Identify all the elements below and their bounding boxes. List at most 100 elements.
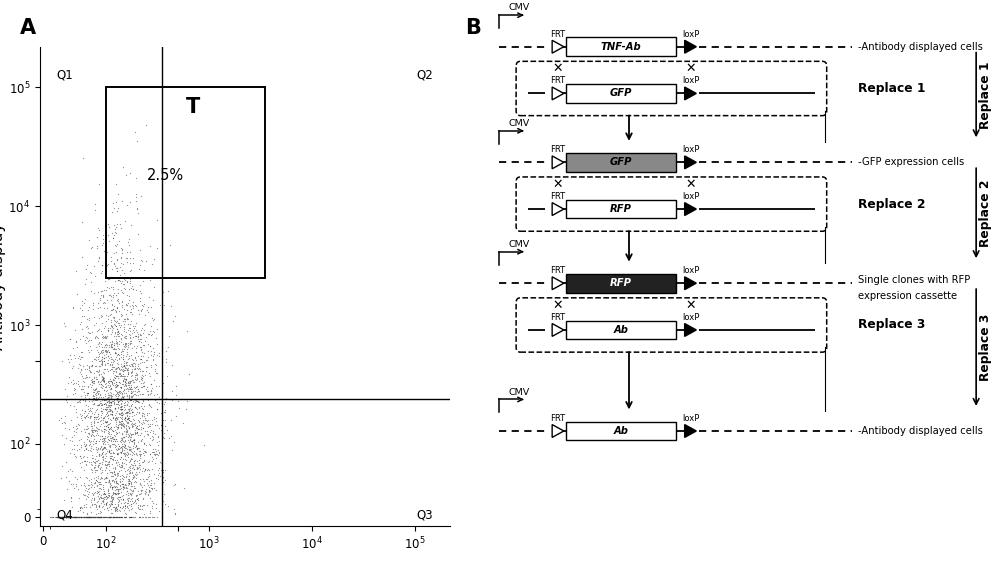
- Text: Replace 2: Replace 2: [858, 197, 925, 211]
- Point: [65, 362, 81, 371]
- Text: ✕: ✕: [553, 62, 563, 75]
- Point: [126, 436, 142, 445]
- Point: [114, 371, 130, 381]
- Point: [56, 512, 72, 522]
- Point: [158, 393, 174, 402]
- Point: [106, 395, 122, 404]
- Point: [82, 267, 98, 277]
- Point: [130, 361, 146, 371]
- Point: [127, 395, 143, 405]
- Point: [102, 380, 118, 390]
- Point: [108, 427, 124, 437]
- Point: [104, 468, 120, 478]
- Point: [48, 512, 64, 522]
- Point: [104, 500, 120, 509]
- Point: [108, 504, 124, 513]
- Point: [69, 475, 85, 484]
- Point: [124, 436, 140, 446]
- Point: [104, 482, 120, 492]
- Point: [117, 413, 133, 423]
- Point: [121, 234, 137, 244]
- Point: [120, 315, 136, 324]
- Point: [105, 464, 121, 473]
- Point: [118, 380, 134, 390]
- Point: [94, 395, 110, 404]
- Point: [115, 259, 131, 268]
- Point: [131, 407, 147, 416]
- Polygon shape: [552, 40, 564, 53]
- Point: [80, 512, 96, 522]
- Point: [101, 419, 117, 429]
- Point: [138, 488, 154, 497]
- Point: [104, 411, 120, 420]
- Point: [113, 499, 129, 508]
- Point: [124, 447, 140, 457]
- Point: [115, 354, 131, 364]
- Point: [102, 479, 118, 489]
- Point: [104, 354, 120, 363]
- Point: [92, 398, 108, 408]
- Point: [83, 382, 99, 391]
- Point: [77, 294, 93, 303]
- Point: [101, 465, 117, 475]
- Point: [114, 462, 130, 471]
- Point: [90, 414, 106, 423]
- Point: [109, 342, 125, 351]
- Point: [142, 486, 158, 495]
- Point: [128, 332, 144, 341]
- Point: [133, 489, 149, 498]
- Point: [81, 365, 97, 374]
- Point: [91, 479, 107, 489]
- Point: [132, 367, 148, 376]
- Point: [133, 354, 149, 364]
- Point: [77, 456, 93, 465]
- Point: [120, 414, 136, 423]
- Point: [87, 332, 103, 342]
- Point: [56, 512, 72, 522]
- Point: [128, 441, 144, 450]
- Point: [129, 423, 145, 432]
- Point: [58, 512, 74, 522]
- Point: [81, 512, 97, 522]
- Point: [93, 382, 109, 391]
- Point: [108, 378, 124, 387]
- Point: [103, 394, 119, 403]
- Point: [122, 409, 138, 418]
- Point: [129, 470, 145, 479]
- Point: [108, 248, 124, 257]
- Point: [126, 449, 142, 458]
- Point: [120, 404, 136, 413]
- Point: [76, 512, 92, 522]
- Point: [136, 439, 152, 448]
- Point: [117, 412, 133, 421]
- Point: [134, 409, 150, 418]
- Point: [57, 512, 73, 522]
- Point: [72, 503, 88, 512]
- Point: [51, 512, 67, 522]
- Point: [114, 428, 130, 437]
- Point: [73, 512, 89, 522]
- Point: [115, 484, 131, 493]
- Point: [87, 512, 103, 522]
- Point: [111, 459, 127, 468]
- Point: [115, 418, 131, 427]
- Point: [62, 435, 78, 444]
- Point: [108, 503, 124, 512]
- Point: [79, 474, 95, 483]
- Point: [142, 449, 158, 458]
- Point: [42, 512, 58, 522]
- Point: [118, 338, 134, 347]
- Point: [120, 378, 136, 387]
- Point: [159, 371, 175, 380]
- Point: [88, 465, 104, 474]
- Point: [77, 412, 93, 421]
- Point: [106, 372, 122, 381]
- Point: [117, 451, 133, 461]
- Point: [129, 374, 145, 384]
- Point: [148, 368, 164, 377]
- Point: [122, 336, 138, 346]
- Point: [78, 483, 94, 492]
- Point: [132, 413, 148, 423]
- Point: [115, 420, 131, 429]
- Point: [107, 440, 123, 450]
